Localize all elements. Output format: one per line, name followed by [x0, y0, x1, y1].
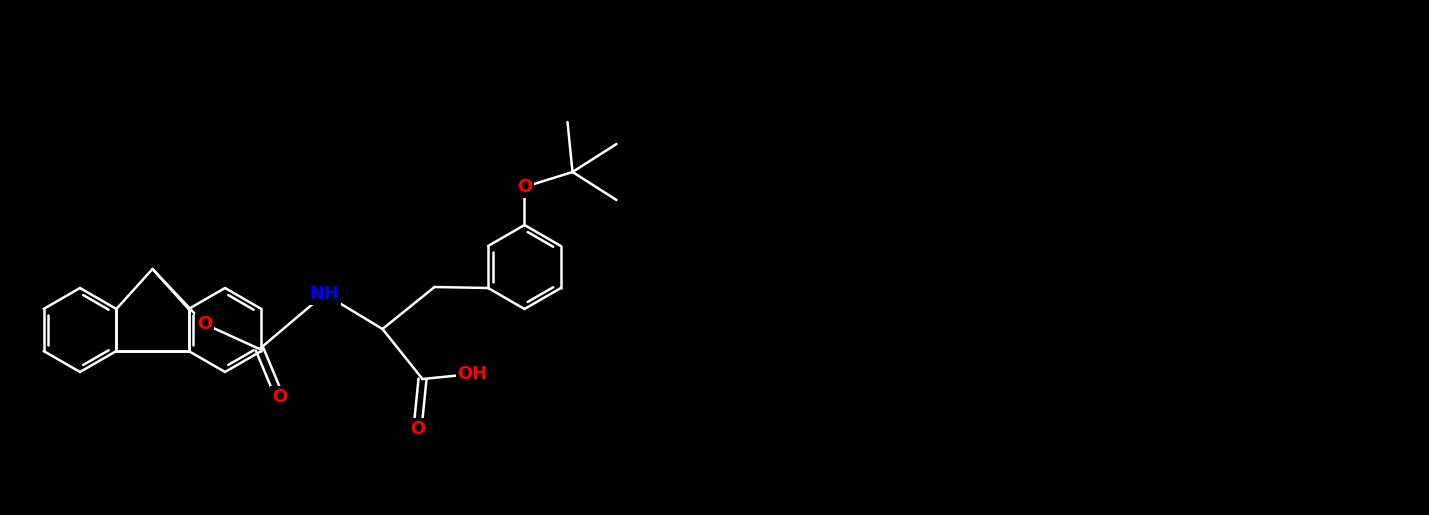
Text: O: O — [272, 388, 287, 406]
Text: O: O — [517, 178, 532, 196]
Text: O: O — [197, 315, 211, 333]
Text: OH: OH — [457, 365, 487, 383]
Text: NH: NH — [310, 285, 340, 303]
Text: O: O — [410, 420, 424, 438]
